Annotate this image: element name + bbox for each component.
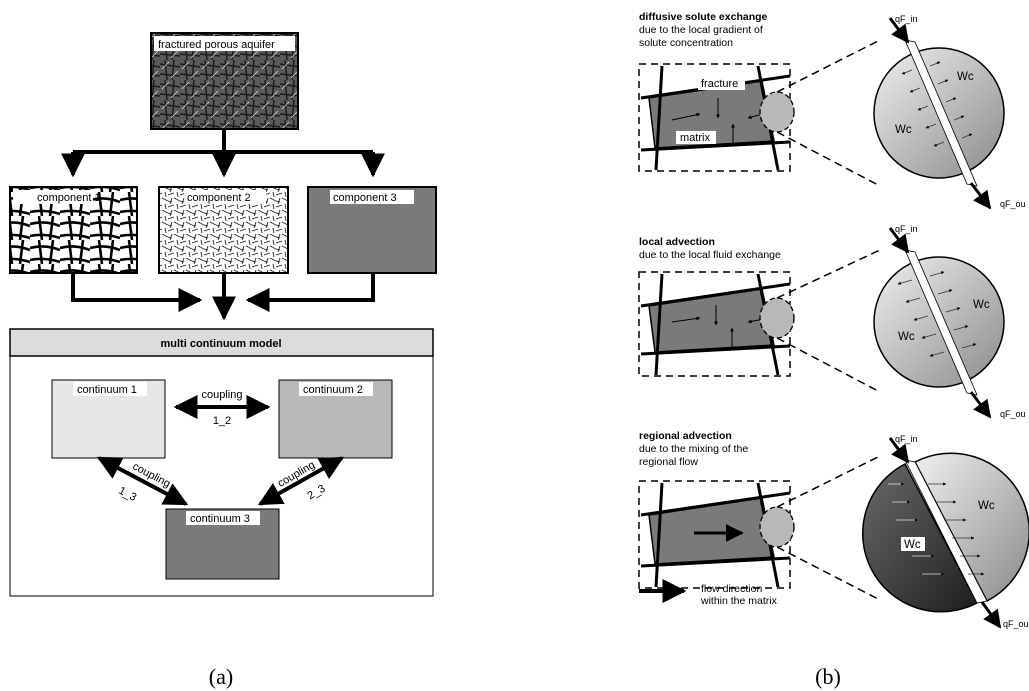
split-arrows bbox=[61, 129, 385, 178]
continuum-3-label: continuum 3 bbox=[190, 513, 250, 525]
fracture-channel-3 bbox=[904, 459, 988, 604]
continuum-1-label-bg bbox=[73, 382, 147, 396]
mechanism-1-desc2: solute concentration bbox=[639, 37, 733, 49]
focus-circle-3 bbox=[759, 506, 795, 548]
wc-label-1a: Wc bbox=[957, 71, 974, 83]
detail-disc-3-light bbox=[913, 452, 1029, 603]
q-in-label-2: qF_in bbox=[895, 224, 918, 234]
legend: flow direction within the matrix bbox=[639, 579, 778, 607]
q-in-label-1: qF_in bbox=[895, 14, 918, 24]
mechanism-row-2: local advection due to the local fluid e… bbox=[638, 224, 1026, 419]
wc-label-3a: Wc bbox=[978, 500, 995, 512]
caption-a: (a) bbox=[209, 664, 233, 689]
focus-circle-1 bbox=[759, 91, 795, 133]
exchange-arrows-1 bbox=[901, 61, 973, 147]
component-2-label-bg bbox=[184, 190, 266, 204]
continuum-2-label-bg bbox=[299, 382, 373, 396]
matrix-label-bg bbox=[676, 131, 716, 144]
mechanism-2-desc1: due to the local fluid exchange bbox=[639, 249, 781, 261]
mechanism-1-desc1: due to the local gradient of bbox=[639, 24, 763, 36]
coupling-1-2-id: 1_2 bbox=[213, 415, 231, 427]
fracture-label: fracture bbox=[701, 78, 738, 90]
q-out-label-3: qF_ou bbox=[1003, 619, 1029, 629]
exchange-arrows-3-out bbox=[928, 482, 985, 576]
wc-label-2b: Wc bbox=[898, 331, 915, 343]
legend-line-2: within the matrix bbox=[700, 595, 778, 607]
continuum-1-label: continuum 1 bbox=[77, 384, 137, 396]
fracture-label-bg bbox=[698, 77, 745, 90]
mechanism-row-3: regional advection due to the mixing of … bbox=[638, 430, 1029, 629]
panel-b: diffusive solute exchange due to the loc… bbox=[638, 11, 1029, 689]
q-in-label-3: qF_in bbox=[895, 434, 918, 444]
continuum-3-label-bg bbox=[186, 511, 260, 525]
caption-b: (b) bbox=[815, 664, 841, 689]
mechanism-row-1: diffusive solute exchange due to the loc… bbox=[638, 11, 1026, 210]
component-1-label: component 1 bbox=[37, 192, 101, 204]
component-3-label: component 3 bbox=[333, 192, 397, 204]
aquifer-label-bg bbox=[154, 36, 295, 51]
mechanism-3-title: regional advection bbox=[639, 430, 732, 442]
wc-label-3b-bg bbox=[901, 537, 925, 551]
wc-label-2a: Wc bbox=[973, 299, 990, 311]
focus-circle-2 bbox=[759, 297, 795, 339]
coupling-1-2-label: coupling bbox=[202, 389, 243, 401]
fracture-channel-2 bbox=[904, 249, 978, 396]
component-2-label: component 2 bbox=[187, 192, 251, 204]
wc-label-3b: Wc bbox=[904, 539, 921, 551]
mechanism-1-title: diffusive solute exchange bbox=[639, 11, 768, 23]
merge-arrows bbox=[71, 273, 375, 321]
aquifer-label: fractured porous aquifer bbox=[158, 39, 275, 51]
panel-a: fractured porous aquifer component 1 com… bbox=[9, 32, 437, 689]
model-title: multi continuum model bbox=[161, 338, 282, 350]
fracture-channel-1 bbox=[904, 39, 978, 187]
matrix-label: matrix bbox=[680, 132, 710, 144]
wc-label-1b: Wc bbox=[895, 124, 912, 136]
legend-line-1: flow direction bbox=[701, 583, 762, 595]
model-title-bar bbox=[9, 328, 434, 357]
q-out-label-2: qF_ou bbox=[1000, 409, 1026, 419]
mechanism-3-desc2: regional flow bbox=[639, 456, 698, 468]
continuum-2-label: continuum 2 bbox=[303, 384, 363, 396]
q-out-label-1: qF_ou bbox=[1000, 199, 1026, 209]
matrix-block-3 bbox=[648, 497, 775, 565]
zoom-frame-2 bbox=[638, 271, 791, 377]
component-3-label-bg bbox=[330, 190, 414, 204]
mechanism-3-desc1: due to the mixing of the bbox=[639, 443, 748, 455]
coupling-arrows bbox=[96, 395, 345, 506]
component-1-label-bg bbox=[13, 190, 93, 204]
exchange-arrows-2 bbox=[897, 271, 977, 357]
mechanism-2-title: local advection bbox=[639, 236, 715, 248]
